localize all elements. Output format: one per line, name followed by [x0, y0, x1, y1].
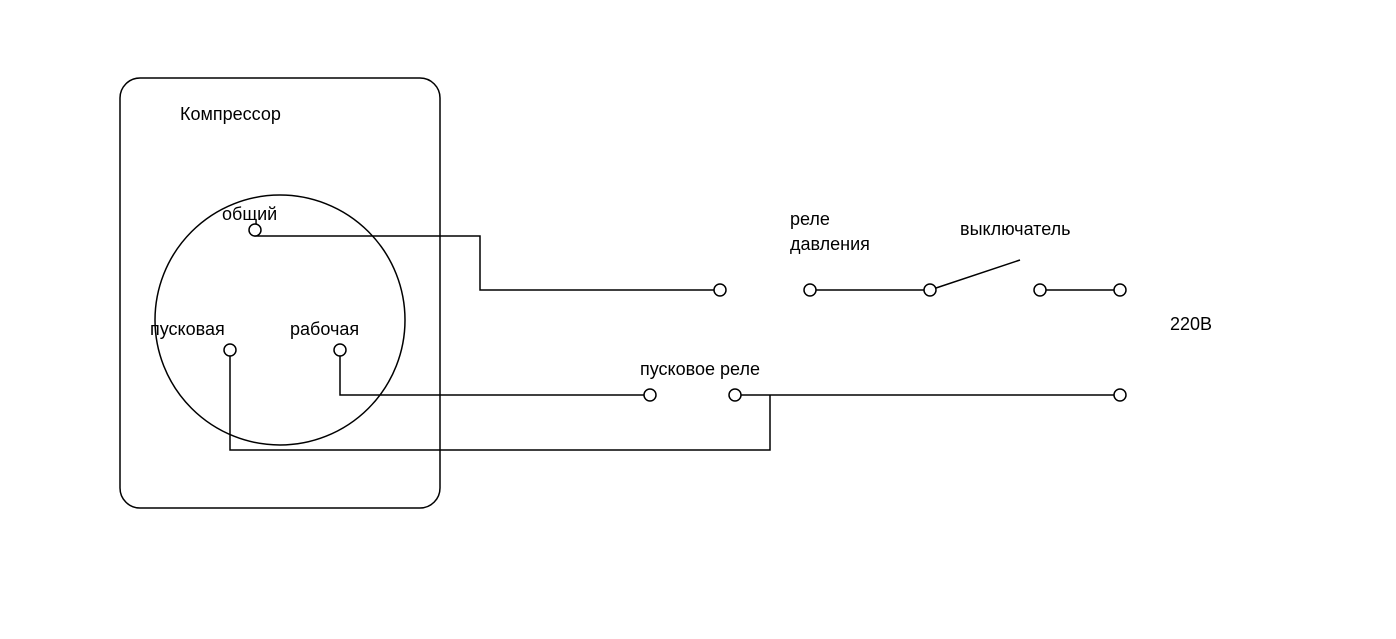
pressure-relay-node-left — [714, 284, 726, 296]
label-pressure-relay-2: давления — [790, 234, 870, 254]
pressure-relay-node-right — [804, 284, 816, 296]
terminal-start — [224, 344, 236, 356]
compressor-box — [120, 78, 440, 508]
label-supply: 220В — [1170, 314, 1212, 334]
compressor-label: Компрессор — [180, 104, 281, 124]
wire-common-to-pressure-relay — [255, 230, 720, 290]
switch-arm — [930, 260, 1020, 290]
switch-node-left — [924, 284, 936, 296]
switch-node-right — [1034, 284, 1046, 296]
wire-run-to-start-relay — [340, 350, 650, 395]
label-run: рабочая — [290, 319, 359, 339]
label-switch: выключатель — [960, 219, 1071, 239]
label-common: общий — [222, 204, 277, 224]
supply-node-top — [1114, 284, 1126, 296]
label-start-relay: пусковое реле — [640, 359, 760, 379]
start-relay-node-left — [644, 389, 656, 401]
terminal-common — [249, 224, 261, 236]
start-relay-node-right — [729, 389, 741, 401]
label-pressure-relay-1: реле — [790, 209, 830, 229]
terminal-run — [334, 344, 346, 356]
supply-node-bottom — [1114, 389, 1126, 401]
label-start: пусковая — [150, 319, 225, 339]
